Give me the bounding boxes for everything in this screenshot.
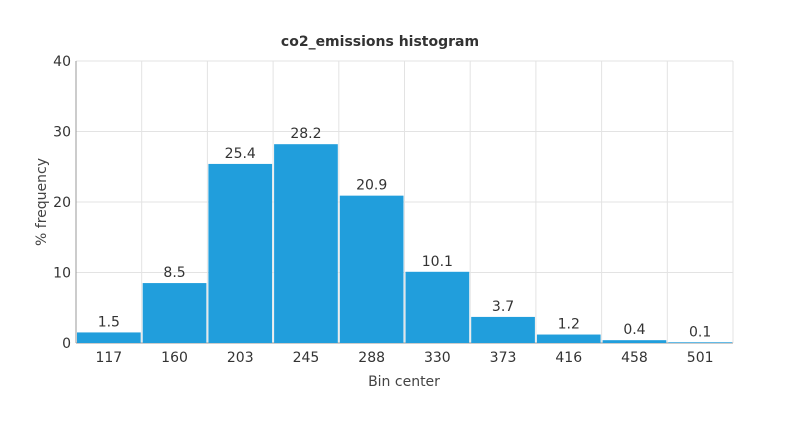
bar-330[interactable] xyxy=(405,271,470,343)
x-tick-203: 203 xyxy=(227,350,254,366)
data-label-458: 0.4 xyxy=(623,322,645,338)
grid xyxy=(75,60,734,344)
data-label-416: 1.2 xyxy=(558,317,580,333)
x-tick-288: 288 xyxy=(358,350,385,366)
chart-title: co2_emissions histogram xyxy=(281,34,479,50)
data-label-245: 28.2 xyxy=(290,126,321,142)
data-label-330: 10.1 xyxy=(422,254,453,270)
bar-416[interactable] xyxy=(536,334,601,343)
bar-373[interactable] xyxy=(471,316,535,343)
y-tick-30: 30 xyxy=(53,125,71,141)
x-tick-458: 458 xyxy=(621,350,648,366)
y-tick-20: 20 xyxy=(53,195,71,211)
y-tick-40: 40 xyxy=(53,54,71,70)
y-tick-10: 10 xyxy=(53,266,71,282)
x-axis-label: Bin center xyxy=(368,374,440,390)
data-label-501: 0.1 xyxy=(689,324,711,340)
x-tick-117: 117 xyxy=(95,350,122,366)
data-label-203: 25.4 xyxy=(225,146,256,162)
y-axis-label: % frequency xyxy=(34,158,50,246)
data-label-117: 1.5 xyxy=(98,314,120,330)
data-label-288: 20.9 xyxy=(356,178,387,194)
data-label-160: 8.5 xyxy=(163,265,185,281)
data-labels: 1.5 8.5 25.4 28.2 20.9 10.1 3.7 1.2 0.4 0.1 xyxy=(98,126,712,340)
x-tick-501: 501 xyxy=(687,350,714,366)
bar-160[interactable] xyxy=(142,283,207,343)
bar-203[interactable] xyxy=(208,163,273,343)
bars xyxy=(77,144,732,343)
x-tick-160: 160 xyxy=(161,350,188,366)
x-tick-416: 416 xyxy=(555,350,582,366)
bar-117[interactable] xyxy=(77,332,141,343)
bar-501[interactable] xyxy=(668,342,732,343)
bar-288[interactable] xyxy=(339,195,404,343)
bar-458[interactable] xyxy=(602,340,667,343)
x-axis-ticks: 117 160 203 245 288 330 373 416 458 501 xyxy=(95,350,713,366)
y-tick-0: 0 xyxy=(62,336,71,352)
bar-245[interactable] xyxy=(274,144,338,343)
y-axis-ticks: 0 10 20 30 40 xyxy=(53,54,71,352)
x-tick-330: 330 xyxy=(424,350,451,366)
x-tick-373: 373 xyxy=(490,350,517,366)
data-label-373: 3.7 xyxy=(492,299,514,315)
x-tick-245: 245 xyxy=(293,350,320,366)
